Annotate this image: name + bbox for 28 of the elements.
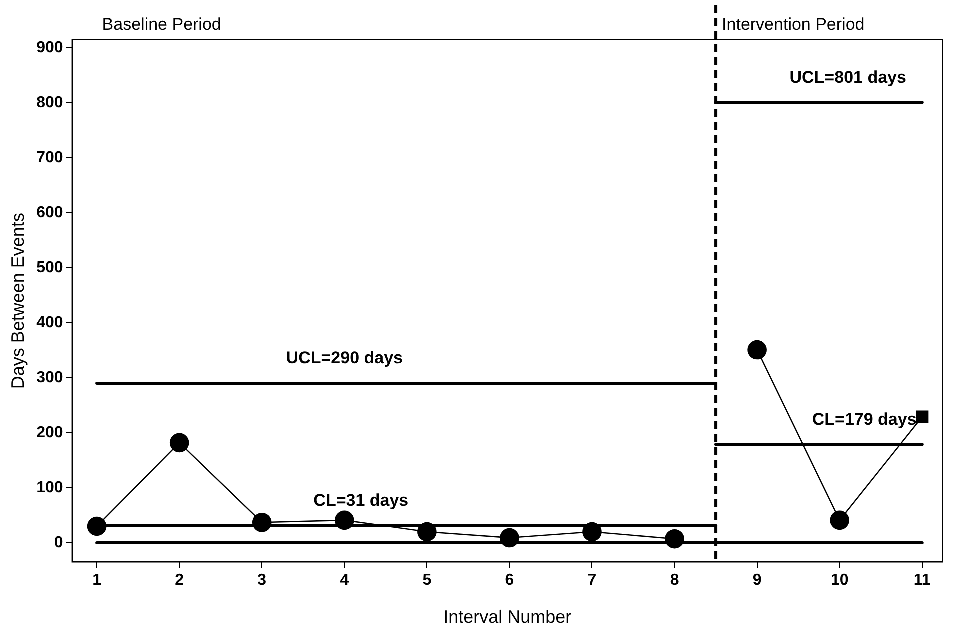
annotation: UCL=290 days (286, 348, 403, 368)
x-axis-title: Interval Number (444, 607, 572, 628)
y-tick-label: 600 (36, 204, 64, 222)
x-tick-label: 1 (92, 572, 102, 590)
x-tick-label: 2 (175, 572, 184, 590)
x-tick-label: 5 (422, 572, 432, 590)
y-tick-label: 800 (36, 94, 64, 112)
x-tick-label: 7 (588, 572, 597, 590)
y-tick-label: 500 (36, 260, 64, 277)
x-tick-label: 4 (340, 572, 350, 590)
y-tick-label: 700 (36, 150, 64, 167)
x-tick-label: 6 (505, 572, 514, 590)
annotation: UCL=801 days (790, 68, 906, 87)
x-tick-label: 9 (752, 572, 762, 590)
y-tick-label: 0 (54, 534, 64, 552)
x-tick-label: 11 (914, 572, 931, 590)
y-axis-title: Days Between Events (8, 213, 28, 390)
y-tick-label: 200 (36, 424, 64, 442)
text: Intervention Period (722, 15, 865, 34)
annotation: CL=31 days (314, 491, 409, 510)
x-tick-label: 8 (670, 572, 680, 590)
text: Baseline Period (102, 15, 222, 34)
x-tick-label: 10 (830, 572, 849, 590)
x-tick-label: 3 (258, 572, 267, 590)
y-tick-label: 300 (36, 369, 64, 386)
y-tick-label: 900 (36, 40, 64, 57)
y-tick-label: 100 (36, 479, 64, 496)
y-tick-label: 400 (36, 314, 64, 332)
